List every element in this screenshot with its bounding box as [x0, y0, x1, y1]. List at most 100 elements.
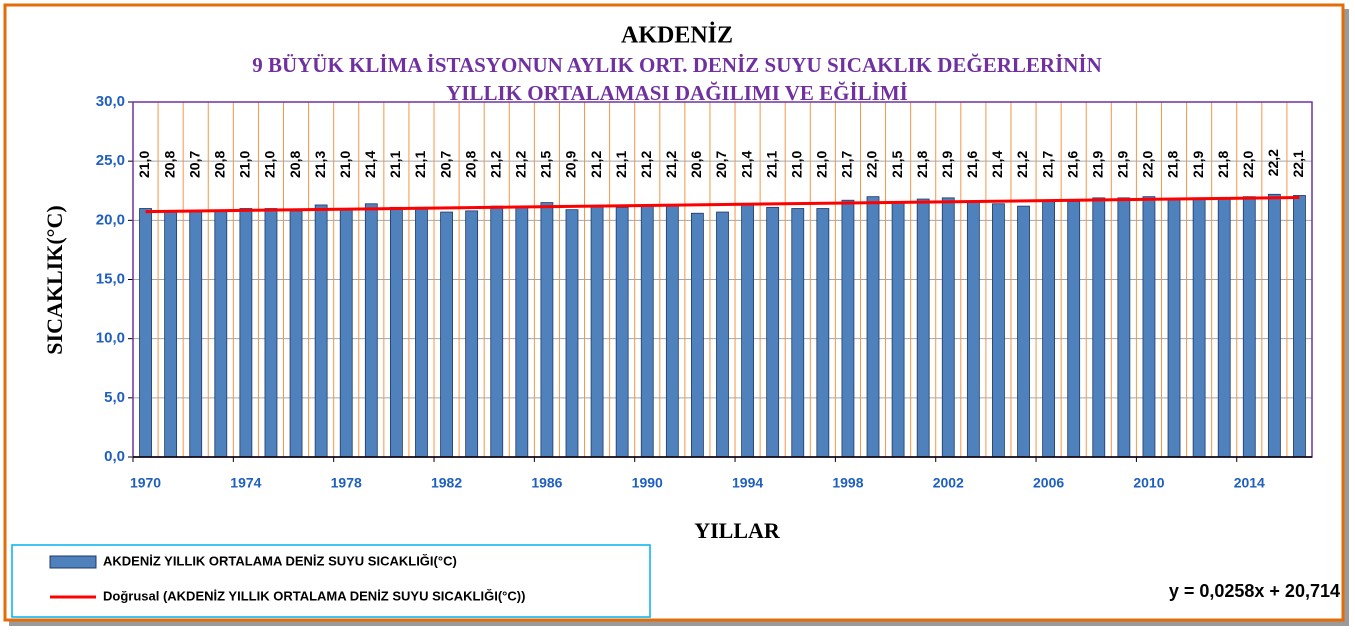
data-label: 21,9 [1190, 151, 1206, 178]
data-label: 21,0 [136, 151, 152, 178]
bar [1192, 197, 1206, 458]
x-tick-label: 1982 [431, 475, 462, 491]
data-label: 20,8 [462, 151, 478, 178]
bar [1217, 198, 1231, 458]
data-label: 21,0 [788, 151, 804, 178]
x-tick-label: 1998 [832, 475, 863, 491]
trend-line [145, 195, 1300, 214]
data-label: 21,4 [989, 151, 1005, 178]
x-tick-label: 1990 [632, 475, 663, 491]
data-label: 21,0 [262, 151, 278, 178]
bar [941, 197, 955, 458]
y-tick-label: 5,0 [104, 389, 125, 406]
bar [866, 196, 880, 458]
data-label: 21,1 [387, 151, 403, 178]
data-label: 22,0 [1240, 151, 1256, 178]
data-label: 21,6 [1064, 151, 1080, 178]
bar [1092, 197, 1106, 458]
data-label: 21,0 [337, 151, 353, 178]
data-label: 21,8 [1215, 151, 1231, 178]
bar [490, 205, 504, 458]
bar [415, 206, 428, 458]
bar [590, 205, 604, 458]
legend-label: Doğrusal (AKDENİZ YILLIK ORTALAMA DENİZ … [103, 588, 525, 603]
bar [264, 208, 278, 458]
bar [716, 211, 729, 458]
x-tick-label: 2014 [1234, 475, 1265, 491]
legend-swatch [49, 555, 97, 569]
bar [164, 210, 178, 458]
data-label: 22,2 [1265, 149, 1281, 176]
data-label: 21,4 [362, 151, 378, 178]
y-tick-label: 0,0 [104, 448, 125, 465]
bar [465, 210, 479, 458]
data-label: 21,1 [613, 151, 629, 178]
data-label: 20,6 [688, 151, 704, 178]
bar [665, 205, 679, 458]
x-tick-label: 2006 [1033, 475, 1064, 491]
bar [791, 208, 805, 458]
bar [1117, 197, 1131, 458]
bar [565, 209, 579, 458]
x-tick-label: 1978 [331, 475, 362, 491]
bar [540, 202, 554, 458]
bar [966, 200, 980, 458]
bar [1017, 205, 1030, 458]
bar [440, 211, 453, 458]
data-label: 21,9 [1089, 151, 1105, 178]
bar [1242, 196, 1256, 458]
data-label: 21,7 [1039, 151, 1055, 178]
bar [891, 202, 905, 458]
data-label: 20,8 [212, 151, 228, 178]
bar [640, 205, 654, 458]
x-axis-title: YILLAR [694, 518, 781, 543]
bar [1042, 199, 1056, 458]
bar [289, 210, 303, 458]
data-label: 20,7 [437, 151, 453, 178]
x-tick-label: 2002 [933, 475, 964, 491]
data-label: 22,1 [1290, 150, 1306, 177]
x-tick-label: 2010 [1133, 475, 1164, 491]
bar [139, 208, 152, 458]
data-label: 21,2 [588, 151, 604, 178]
y-tick-label: 20,0 [96, 211, 125, 228]
data-label: 21,1 [412, 151, 428, 178]
chart-subtitle: 9 BÜYÜK KLİMA İSTASYONUN AYLIK ORT. DENİ… [252, 53, 1102, 77]
bar [515, 205, 529, 458]
data-label: 21,9 [1115, 151, 1131, 178]
chart-subtitle: YILLIK ORTALAMASI DAĞILIMI VE EĞİLİMİ [446, 81, 908, 105]
bar [314, 204, 328, 458]
y-axis-title: SICAKLIK(°C) [42, 205, 67, 354]
data-label: 20,7 [713, 151, 729, 178]
data-label: 21,1 [763, 151, 779, 178]
bar [766, 206, 780, 458]
bar [214, 210, 228, 458]
bar [189, 211, 203, 458]
data-label: 21,2 [638, 151, 654, 178]
data-label: 22,0 [864, 151, 880, 178]
legend-label: AKDENİZ YILLIK ORTALAMA DENİZ SUYU SICAK… [103, 553, 457, 568]
data-label: 21,2 [1014, 151, 1030, 178]
data-label: 21,7 [839, 151, 855, 178]
x-tick-label: 1974 [230, 475, 261, 491]
bar [1167, 198, 1181, 458]
data-label: 21,6 [964, 151, 980, 178]
bar [816, 208, 830, 458]
data-label: 20,8 [161, 151, 177, 178]
data-label: 20,7 [186, 151, 202, 178]
bar [1142, 196, 1156, 458]
x-tick-label: 1994 [732, 475, 763, 491]
x-tick-label: 1970 [130, 475, 161, 491]
data-label: 21,3 [312, 151, 328, 178]
bar [841, 199, 855, 458]
bar [691, 212, 704, 458]
trend-equation: y = 0,0258x + 20,714 [1169, 581, 1340, 601]
bar [992, 203, 1005, 458]
bar [1267, 193, 1281, 458]
bar [741, 203, 754, 458]
y-tick-label: 10,0 [96, 330, 125, 347]
y-tick-label: 30,0 [96, 93, 125, 110]
legend [11, 544, 651, 618]
